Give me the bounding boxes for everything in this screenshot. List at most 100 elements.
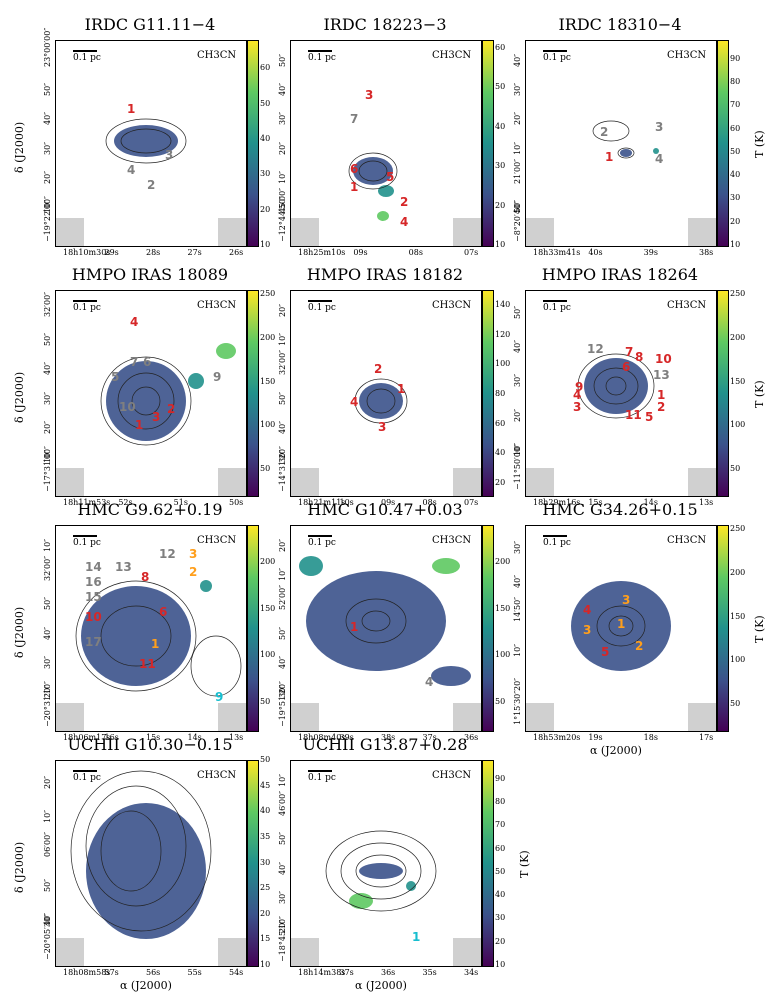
dec-tick-label: 50″ [278,391,287,405]
dec-tick-label: 30″ [278,890,287,904]
colorbar-axis-label: T (K) [753,379,766,408]
temperature-emission [86,803,206,939]
map-frame [55,290,247,497]
source-label: 9 [575,380,584,394]
dec-tick-label: 23°00′00″ [43,27,52,67]
beam-box-left [56,938,84,966]
colorbar-tick-label: 40 [260,806,271,816]
colorbar-tick-label: 15 [260,934,271,944]
ra-tick-label: 18h53m20s [533,733,581,742]
source-label: 2 [374,362,383,376]
dec-tick-label: 20″ [278,303,287,317]
map-frame [290,290,482,497]
source-label: 3 [583,623,592,637]
source-label: 2 [400,195,409,209]
colorbar-tick-label: 70 [495,820,506,830]
panel-title: HMC G9.62+0.19 [77,500,223,519]
source-label: 7 [350,112,359,126]
colorbar-tick-label: 30 [730,193,741,203]
source-label: 4 [583,603,592,617]
ra-tick-label: 35s [422,968,437,977]
map-frame [525,290,717,497]
temperature-emission [378,185,394,197]
scale-bar-label: 0.1 pc [308,538,336,548]
ra-tick-label: 51s [173,498,188,507]
source-label: 14 [85,560,102,574]
colorbar-tick-label: 80 [730,76,741,86]
colorbar-tick-label: 100 [260,650,276,660]
dec-tick-label: 45′00″ [278,187,287,214]
colorbar-tick-label: 50 [260,697,271,707]
colorbar-tick-label: 50 [730,146,741,156]
colorbar [717,525,729,732]
ra-tick-label: 28s [146,248,161,257]
colorbar-tick-label: 150 [260,603,276,613]
source-label: 7 [130,355,139,369]
scale-bar-label: 0.1 pc [543,538,571,548]
scale-bar [73,300,97,302]
source-label: 5 [601,645,610,659]
temperature-emission [571,581,671,671]
dec-tick-label: 10″ [43,538,52,552]
ra-tick-label: 18h10m30s [63,248,111,257]
ra-tick-label: 50s [229,498,244,507]
colorbar-tick-label: 40 [495,448,506,458]
temperature-emission [406,881,416,891]
colorbar [717,40,729,247]
dec-tick-label: 40″ [43,626,52,640]
colorbar-tick-label: 150 [495,603,511,613]
ra-axis-label: α (J2000) [355,979,407,992]
dec-tick-label: 10″ [513,442,522,456]
colorbar-tick-label: 20 [730,216,741,226]
panel-title: HMC G10.47+0.03 [307,500,463,519]
molecule-label: CH3CN [667,50,707,61]
scale-bar-label: 0.1 pc [543,303,571,313]
source-label: 10 [119,400,136,414]
dec-tick-label: 32′00″ [43,555,52,581]
colorbar-tick-label: 150 [260,376,276,386]
source-label: 5 [111,370,120,384]
temperature-emission [188,373,204,389]
dec-tick-label: 50″ [43,878,52,892]
ra-tick-label: 07s [464,498,479,507]
ra-tick-label: 27s [187,248,202,257]
source-label: 6 [143,355,152,369]
beam-box-right [688,703,716,731]
dec-tick-label: 10″ [513,141,522,155]
continuum-contour [75,580,197,692]
continuum-contour [131,386,161,416]
scale-bar [543,535,567,537]
continuum-contour [120,128,172,154]
colorbar [482,525,494,732]
colorbar-tick-label: 90 [730,53,741,63]
temperature-emission [359,863,403,879]
ra-tick-label: 14s [643,498,658,507]
dec-tick-label: 30″ [43,141,52,155]
source-label: 1 [397,382,406,396]
dec-tick-label: 40″ [43,912,52,926]
continuum-contour [348,152,398,190]
ra-tick-label: 26s [229,248,244,257]
source-label: 6 [350,162,359,176]
continuum-contour [596,605,646,647]
dec-tick-label: 20″ [513,408,522,422]
molecule-label: CH3CN [667,535,707,546]
ra-tick-label: 18h11m53s [63,498,111,507]
colorbar-tick-label: 200 [495,557,511,567]
continuum-contour [605,376,627,396]
beam-box-left [291,703,319,731]
ra-tick-label: 56s [146,968,161,977]
colorbar-tick-label: 30 [260,857,271,867]
colorbar-tick-label: 10 [260,240,271,249]
beam-box-left [291,468,319,496]
colorbar-tick-label: 50 [495,866,506,876]
beam-box-right [218,938,246,966]
colorbar [247,525,259,732]
colorbar [482,40,494,247]
colorbar-tick-label: 35 [260,831,271,841]
temperature-emission [584,358,648,414]
scale-bar-label: 0.1 pc [543,53,571,63]
colorbar-tick-label: 200 [260,557,276,567]
map-frame [525,40,717,247]
source-label: 2 [635,639,644,653]
